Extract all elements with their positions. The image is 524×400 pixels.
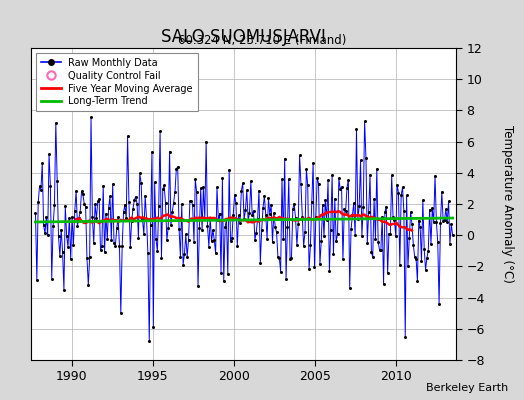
Legend: Raw Monthly Data, Quality Control Fail, Five Year Moving Average, Long-Term Tren: Raw Monthly Data, Quality Control Fail, …: [36, 53, 198, 111]
Y-axis label: Temperature Anomaly (°C): Temperature Anomaly (°C): [501, 125, 515, 283]
Text: 60.324 N, 23.710 E (Finland): 60.324 N, 23.710 E (Finland): [178, 34, 346, 47]
Text: Berkeley Earth: Berkeley Earth: [426, 383, 508, 393]
Title: SALO SUOMUSJARVI: SALO SUOMUSJARVI: [161, 28, 326, 46]
